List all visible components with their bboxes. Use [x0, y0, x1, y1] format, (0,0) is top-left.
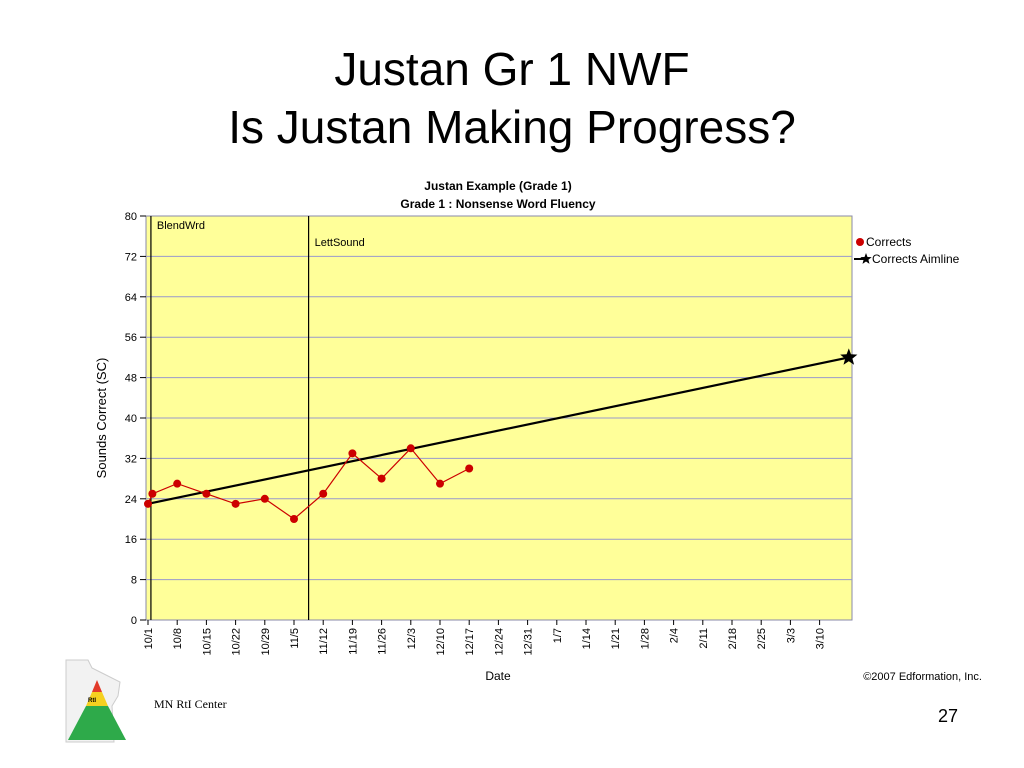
legend-aimline-label: Corrects Aimline: [872, 252, 960, 266]
x-tick-label: 12/24: [493, 628, 505, 656]
x-tick-label: 11/19: [347, 628, 359, 655]
x-tick-label: 1/21: [610, 628, 622, 649]
y-tick-label: 8: [131, 575, 137, 587]
x-tick-label: 3/3: [785, 628, 797, 643]
mn-rti-logo: RtI: [65, 659, 126, 743]
logo-triangle-red: [92, 680, 102, 692]
corrects-data-point: [436, 479, 444, 488]
x-tick-label: 1/7: [552, 628, 564, 643]
progress-chart: Justan Example (Grade 1) Grade 1 : Nonse…: [94, 179, 982, 683]
x-tick-label: 1/28: [639, 628, 651, 649]
corrects-data-point: [231, 499, 240, 508]
y-tick-label: 80: [125, 211, 137, 223]
slide-title-line-2: Is Justan Making Progress?: [228, 101, 796, 153]
corrects-data-point: [173, 479, 182, 488]
phase-label: BlendWrd: [157, 220, 205, 232]
corrects-data-point: [202, 489, 211, 498]
corrects-data-point: [377, 474, 386, 483]
corrects-data-point: [406, 444, 415, 453]
x-tick-label: 11/26: [377, 628, 389, 655]
slide-title: Justan Gr 1 NWF Is Justan Making Progres…: [0, 40, 1024, 156]
x-tick-label: 10/29: [260, 628, 272, 656]
corrects-data-point: [144, 499, 152, 508]
y-tick-label: 40: [125, 413, 137, 425]
axis-layer: 0 8 16 24 32 40 48 56 64 72 80 10/1 10/8 10/15 10/22 10…: [125, 211, 827, 656]
x-tick-label: 1/14: [581, 628, 593, 649]
chart-title: Justan Example (Grade 1): [424, 179, 571, 193]
logo-triangle-yellow: [86, 692, 108, 706]
slide-title-line-1: Justan Gr 1 NWF: [334, 43, 690, 95]
x-tick-label: 3/10: [815, 628, 827, 649]
x-tick-label: 10/15: [201, 628, 213, 656]
corrects-data-point: [148, 489, 157, 498]
grid-layer: [146, 255, 852, 581]
x-tick-label: 2/18: [727, 628, 739, 649]
phase-layer: BlendWrd LettSound: [150, 216, 365, 620]
corrects-data-point: [465, 464, 474, 473]
x-tick-label: 11/12: [318, 628, 330, 655]
corrects-data-point: [260, 494, 269, 503]
chart-subtitle: Grade 1 : Nonsense Word Fluency: [400, 197, 595, 211]
phase-label: LettSound: [315, 237, 365, 249]
x-tick-label: 2/11: [698, 628, 710, 649]
x-tick-label: 12/17: [464, 628, 476, 656]
x-tick-label: 12/10: [435, 628, 447, 656]
x-axis-label: Date: [485, 669, 511, 683]
y-axis-label: Sounds Correct (SC): [94, 358, 109, 479]
x-tick-label: 11/5: [289, 628, 301, 649]
corrects-data-point: [348, 449, 357, 458]
x-tick-label: 12/3: [406, 628, 418, 649]
y-tick-label: 24: [125, 494, 137, 506]
logo-text: RtI: [88, 698, 96, 704]
corrects-data-point: [319, 489, 328, 498]
x-tick-label: 10/8: [172, 628, 184, 649]
y-tick-label: 72: [125, 251, 137, 263]
legend-corrects-marker: [856, 238, 864, 246]
legend-aimline-star-marker: [860, 253, 872, 264]
y-tick-label: 16: [125, 534, 137, 546]
aimline-goal-star-marker: [840, 348, 858, 365]
page-number: 27: [938, 706, 959, 726]
y-tick-label: 64: [125, 292, 137, 304]
y-tick-label: 32: [125, 453, 137, 465]
x-tick-label: 10/1: [143, 628, 155, 649]
legend-corrects-label: Corrects: [866, 235, 911, 249]
y-tick-label: 0: [131, 615, 137, 627]
series-layer: [144, 348, 858, 523]
x-tick-label: 2/4: [669, 628, 681, 643]
aimline: [147, 356, 850, 505]
legend: Corrects Corrects Aimline: [854, 235, 960, 266]
x-tick-label: 12/31: [523, 628, 535, 656]
corrects-data-point: [290, 515, 298, 523]
footer-text: MN RtI Center: [154, 697, 227, 711]
x-tick-label: 2/25: [756, 628, 768, 649]
y-tick-label: 56: [125, 332, 137, 344]
logo-triangle-green: [68, 706, 126, 740]
copyright-text: ©2007 Edformation, Inc.: [863, 671, 982, 683]
y-tick-label: 48: [125, 373, 137, 385]
x-tick-label: 10/22: [231, 628, 243, 656]
